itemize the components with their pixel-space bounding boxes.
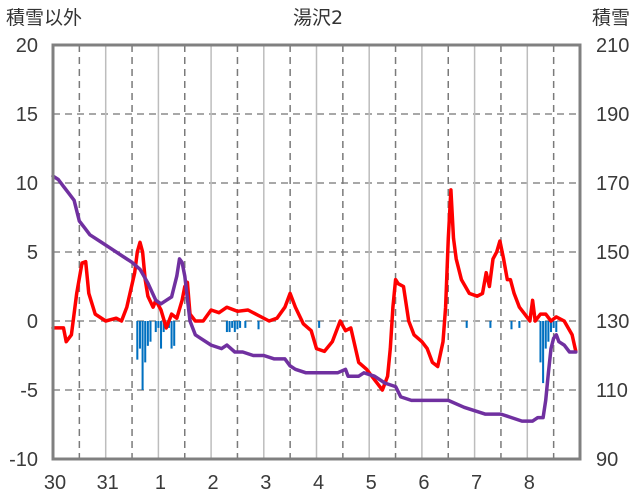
right-tick-label: 190 [596, 104, 629, 126]
x-tick-label: 8 [524, 472, 535, 494]
precip-bar [136, 321, 139, 360]
x-tick-label: 30 [44, 472, 66, 494]
precip-bar [146, 321, 149, 346]
precip-bar [318, 321, 321, 328]
precip-bar [231, 321, 234, 328]
right-axis-label: 積雪 [592, 7, 630, 29]
x-tick-label: 2 [208, 472, 219, 494]
left-tick-label: -10 [9, 449, 38, 471]
series-lines [51, 174, 578, 423]
left-tick-label: 20 [16, 35, 38, 57]
precip-bar [542, 321, 545, 384]
precip-bar [544, 321, 547, 349]
right-tick-labels: 210 190 170 150 130 110 90 [596, 35, 629, 471]
x-tick-label: 1 [155, 472, 166, 494]
x-tick-label: 3 [260, 472, 271, 494]
precip-bar [257, 321, 260, 330]
right-tick-label: 210 [596, 35, 629, 57]
left-axis-label: 積雪以外 [6, 7, 82, 29]
left-tick-label: 5 [27, 242, 38, 264]
precip-bar [173, 321, 176, 346]
precip-bar [518, 321, 521, 328]
precip-bar [160, 321, 163, 349]
left-tick-label: 0 [27, 311, 38, 333]
precip-bar [233, 321, 236, 333]
chart-title: 湯沢2 [293, 7, 343, 29]
precip-bar [228, 321, 231, 333]
right-tick-label: 110 [596, 380, 628, 402]
precip-bar [170, 321, 173, 349]
x-tick-label: 7 [471, 472, 482, 494]
left-tick-label: 15 [16, 104, 38, 126]
right-tick-label: 170 [596, 173, 629, 195]
precip-bar [138, 321, 141, 349]
precip-bar [555, 321, 558, 333]
precip-bar [465, 321, 468, 328]
precip-bar [157, 321, 160, 328]
x-tick-label: 31 [97, 472, 119, 494]
precip-bar [549, 321, 553, 333]
plot-frame [51, 43, 582, 461]
x-tick-label: 5 [366, 472, 377, 494]
precip-bar [244, 321, 247, 328]
precip-bar [149, 321, 152, 342]
precip-bar [489, 321, 492, 328]
x-tick-labels: 30 31 1 2 3 4 5 6 7 8 [44, 472, 535, 494]
precip-bar [510, 321, 513, 330]
precip-bar [547, 321, 550, 342]
precip-bar [236, 321, 239, 330]
precip-bar [144, 321, 147, 363]
x-tick-label: 4 [313, 472, 324, 494]
right-tick-label: 130 [596, 311, 629, 333]
precip-bar [154, 321, 157, 333]
left-tick-label: -5 [20, 380, 38, 402]
precip-bar [162, 321, 165, 333]
right-tick-label: 150 [596, 242, 629, 264]
precip-bar [225, 321, 228, 333]
x-tick-label: 6 [418, 472, 429, 494]
temperature-line [51, 188, 578, 392]
left-tick-label: 10 [16, 173, 38, 195]
precip-bar [239, 321, 242, 328]
precip-bar [141, 321, 144, 390]
precip-bar [539, 321, 542, 363]
left-tick-labels: 20 15 10 5 0 -5 -10 [9, 35, 38, 471]
precip-bar [552, 321, 555, 328]
right-tick-label: 90 [596, 449, 618, 471]
snow_depth-line [51, 174, 578, 423]
